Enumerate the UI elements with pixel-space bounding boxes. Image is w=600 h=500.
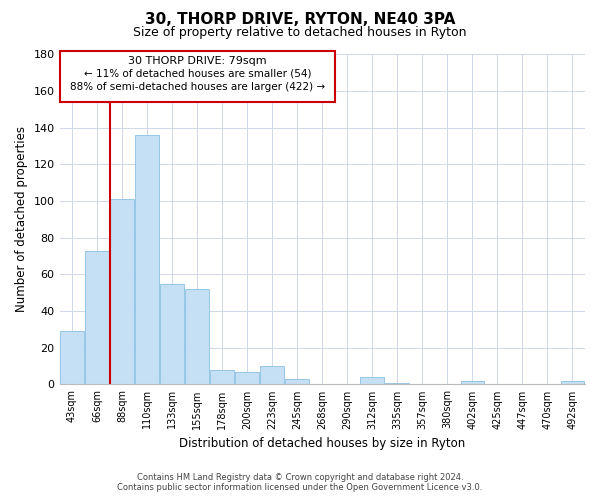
Bar [286,379,309,384]
Y-axis label: Number of detached properties: Number of detached properties [15,126,28,312]
Text: 88% of semi-detached houses are larger (422) →: 88% of semi-detached houses are larger (… [70,82,325,92]
Text: Contains HM Land Registry data © Crown copyright and database right 2024.
Contai: Contains HM Land Registry data © Crown c… [118,473,482,492]
Bar [160,284,184,384]
Bar [60,331,84,384]
Text: ← 11% of detached houses are smaller (54): ← 11% of detached houses are smaller (54… [83,69,311,79]
Bar [461,381,484,384]
X-axis label: Distribution of detached houses by size in Ryton: Distribution of detached houses by size … [179,437,466,450]
Bar [385,382,409,384]
Bar [185,289,209,384]
Text: 30 THORP DRIVE: 79sqm: 30 THORP DRIVE: 79sqm [128,56,267,66]
FancyBboxPatch shape [60,50,335,102]
Text: 30, THORP DRIVE, RYTON, NE40 3PA: 30, THORP DRIVE, RYTON, NE40 3PA [145,12,455,28]
Bar [210,370,234,384]
Bar [110,199,134,384]
Bar [235,372,259,384]
Bar [85,250,109,384]
Bar [560,381,584,384]
Text: Size of property relative to detached houses in Ryton: Size of property relative to detached ho… [133,26,467,39]
Bar [135,135,159,384]
Bar [260,366,284,384]
Bar [361,377,384,384]
